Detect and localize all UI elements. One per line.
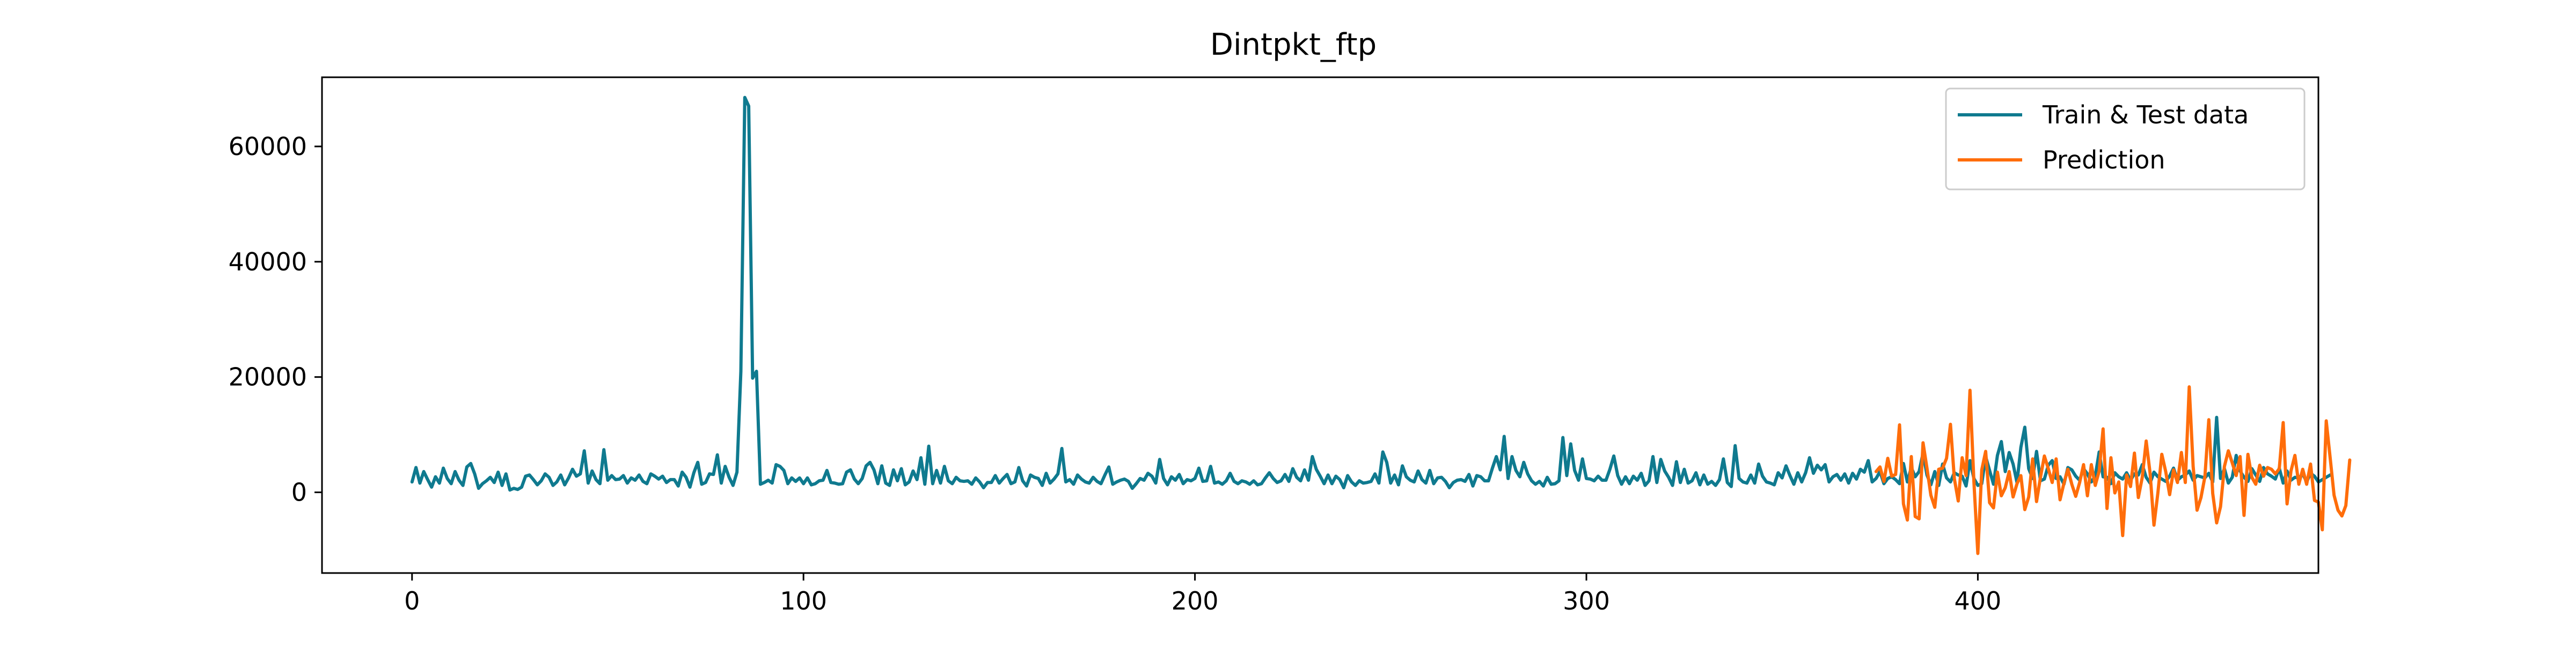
y-axis-ticks: 0 20000 40000 60000 <box>229 132 322 507</box>
x-tick-label: 0 <box>404 586 420 615</box>
legend-label-train-test: Train & Test data <box>2042 100 2249 129</box>
series-line-prediction <box>1874 385 2352 555</box>
y-tick-label: 40000 <box>229 247 307 276</box>
legend: Train & Test data Prediction <box>1945 87 2306 190</box>
chart-title: Dintpkt_ftp <box>1210 27 1377 62</box>
y-tick-label: 20000 <box>229 363 307 392</box>
legend-label-prediction: Prediction <box>2043 145 2165 174</box>
x-tick-label: 300 <box>1563 586 1610 615</box>
x-axis-ticks: 0 100 200 300 400 <box>404 573 2001 615</box>
axes-frame <box>321 76 2319 574</box>
x-tick-label: 400 <box>1955 586 2002 615</box>
series-line-train-test <box>410 96 2332 492</box>
y-tick-label: 60000 <box>229 132 307 161</box>
x-tick-label: 100 <box>780 586 827 615</box>
series-layer <box>410 96 2352 555</box>
legend-box <box>1945 87 2306 190</box>
plot-area <box>321 76 2352 574</box>
x-tick-label: 200 <box>1172 586 1219 615</box>
y-tick-label: 0 <box>291 478 307 507</box>
